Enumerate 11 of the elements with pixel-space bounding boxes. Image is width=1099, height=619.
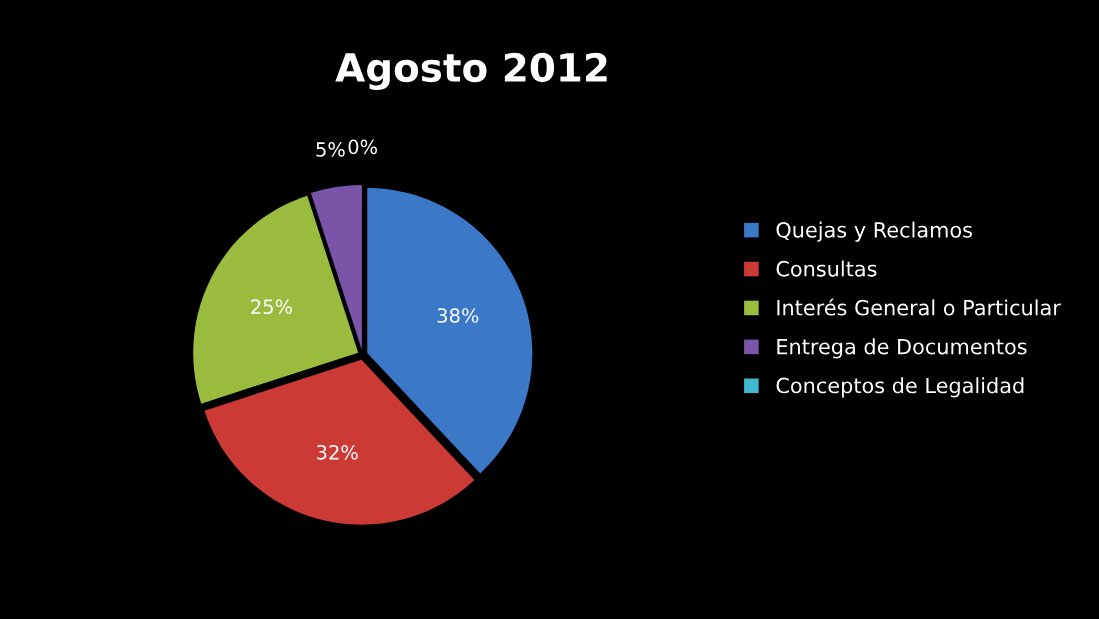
data-label: 38% (437, 308, 479, 323)
legend-label: Conceptos de Legalidad (776, 377, 1024, 398)
data-label: 5% (316, 142, 345, 157)
data-label: 32% (317, 444, 358, 460)
data-label: 25% (251, 299, 293, 315)
legend-label: Entrega de Documentos (777, 338, 1027, 359)
legend-label: Consultas (776, 260, 877, 277)
chart-title: Agosto 2012 (335, 52, 607, 90)
legend-label: Quejas y Reclamos (776, 221, 972, 242)
legend-label: Interés General o Particular (777, 298, 1061, 316)
text: 0% (348, 139, 378, 155)
